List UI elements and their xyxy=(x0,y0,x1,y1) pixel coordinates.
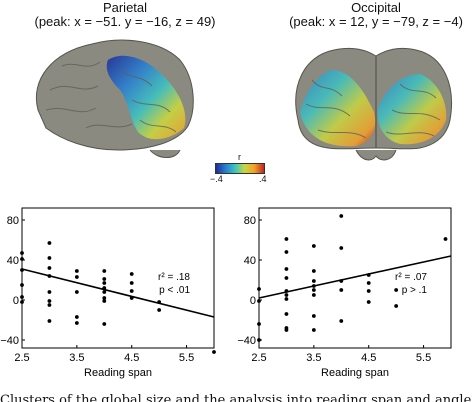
data-point xyxy=(102,277,107,281)
data-point xyxy=(129,281,134,285)
colorbar-min-label: −.4 xyxy=(210,174,223,184)
stats-annotation: r² = .07 xyxy=(395,272,427,283)
data-point xyxy=(20,300,24,304)
data-point xyxy=(20,257,24,261)
data-point xyxy=(47,241,52,245)
data-point xyxy=(129,289,134,293)
data-point xyxy=(20,283,24,287)
data-point xyxy=(339,319,344,323)
colorbar xyxy=(215,163,265,174)
y-tick-label: 0 xyxy=(13,295,19,307)
data-point xyxy=(311,293,316,297)
stats-annotation: p > .1 xyxy=(402,285,428,296)
occipital-brain xyxy=(295,47,452,161)
data-point xyxy=(47,319,52,323)
data-point xyxy=(443,237,448,241)
x-tick-label: 3.5 xyxy=(306,352,321,364)
data-point xyxy=(394,288,399,292)
occipital-peak: (peak: x = 12, y = −79, z = −4) xyxy=(289,14,463,29)
data-point xyxy=(102,296,107,300)
data-point xyxy=(284,237,289,241)
stats-annotation: r² = .18 xyxy=(158,272,190,283)
data-point xyxy=(102,299,107,303)
data-point xyxy=(257,299,261,303)
data-point xyxy=(311,314,316,318)
data-point xyxy=(74,321,79,325)
data-point xyxy=(284,276,289,280)
data-point xyxy=(102,290,107,294)
x-tick-label: 2.5 xyxy=(251,352,266,364)
data-point xyxy=(257,287,261,291)
data-point xyxy=(20,251,24,255)
data-point xyxy=(20,295,24,299)
data-point xyxy=(74,275,79,279)
data-point xyxy=(102,322,107,326)
y-tick-label: 80 xyxy=(244,215,256,227)
data-point xyxy=(339,288,344,292)
data-point xyxy=(339,214,344,218)
data-point xyxy=(284,312,289,316)
colorbar-title: r xyxy=(238,152,241,162)
data-point xyxy=(257,338,261,342)
data-point xyxy=(284,250,289,254)
data-point xyxy=(257,322,261,326)
data-point xyxy=(47,266,52,270)
figure-caption: Clusters of the global size and the anal… xyxy=(0,393,474,402)
data-point xyxy=(366,289,371,293)
data-point xyxy=(102,281,107,285)
y-tick-label: 40 xyxy=(7,255,19,267)
data-point xyxy=(47,303,52,307)
y-tick-label: 40 xyxy=(244,255,256,267)
y-tick-label: 80 xyxy=(7,215,19,227)
x-tick-label: 3.5 xyxy=(69,352,84,364)
data-point xyxy=(311,269,316,273)
data-point xyxy=(311,244,316,248)
x-axis-label: Reading span xyxy=(84,367,152,379)
x-tick-label: 4.5 xyxy=(361,352,376,364)
plot-frame xyxy=(258,207,452,349)
data-point xyxy=(129,272,134,276)
data-point xyxy=(157,308,162,312)
data-point xyxy=(74,290,79,294)
data-point xyxy=(366,281,371,285)
data-point xyxy=(394,304,399,308)
parietal-brain xyxy=(36,39,194,158)
x-axis-label: Reading span xyxy=(321,367,389,379)
data-point xyxy=(284,267,289,271)
regression-line xyxy=(258,255,452,299)
colorbar-max-label: .4 xyxy=(259,174,267,184)
data-point xyxy=(311,328,316,332)
x-tick-label: 5.5 xyxy=(416,352,431,364)
plot-frame xyxy=(21,207,215,349)
x-tick-label: 5.5 xyxy=(179,352,194,364)
data-point xyxy=(311,288,316,292)
data-point xyxy=(284,328,289,332)
data-point xyxy=(339,246,344,250)
occipital-title: Occipital xyxy=(351,0,401,15)
regression-line xyxy=(21,268,215,318)
parietal-peak: (peak: x = −51. y = −16, z = 49) xyxy=(34,14,216,29)
data-point xyxy=(47,256,52,260)
brain-renderings xyxy=(36,39,452,161)
y-tick-label: 0 xyxy=(250,295,256,307)
data-point xyxy=(366,300,371,304)
y-tick-label: −40 xyxy=(237,335,256,347)
data-point xyxy=(74,315,79,319)
stats-annotation: p < .01 xyxy=(159,285,190,296)
data-point xyxy=(102,269,107,273)
parietal-title: Parietal xyxy=(102,0,148,15)
y-tick-label: −40 xyxy=(0,335,19,347)
x-tick-label: 4.5 xyxy=(124,352,139,364)
data-point xyxy=(284,293,289,297)
data-point xyxy=(47,299,52,303)
data-point xyxy=(74,269,79,273)
data-point xyxy=(212,350,216,354)
data-point xyxy=(311,279,316,283)
data-point xyxy=(284,297,289,301)
data-point xyxy=(47,290,52,294)
x-tick-label: 2.5 xyxy=(14,352,29,364)
